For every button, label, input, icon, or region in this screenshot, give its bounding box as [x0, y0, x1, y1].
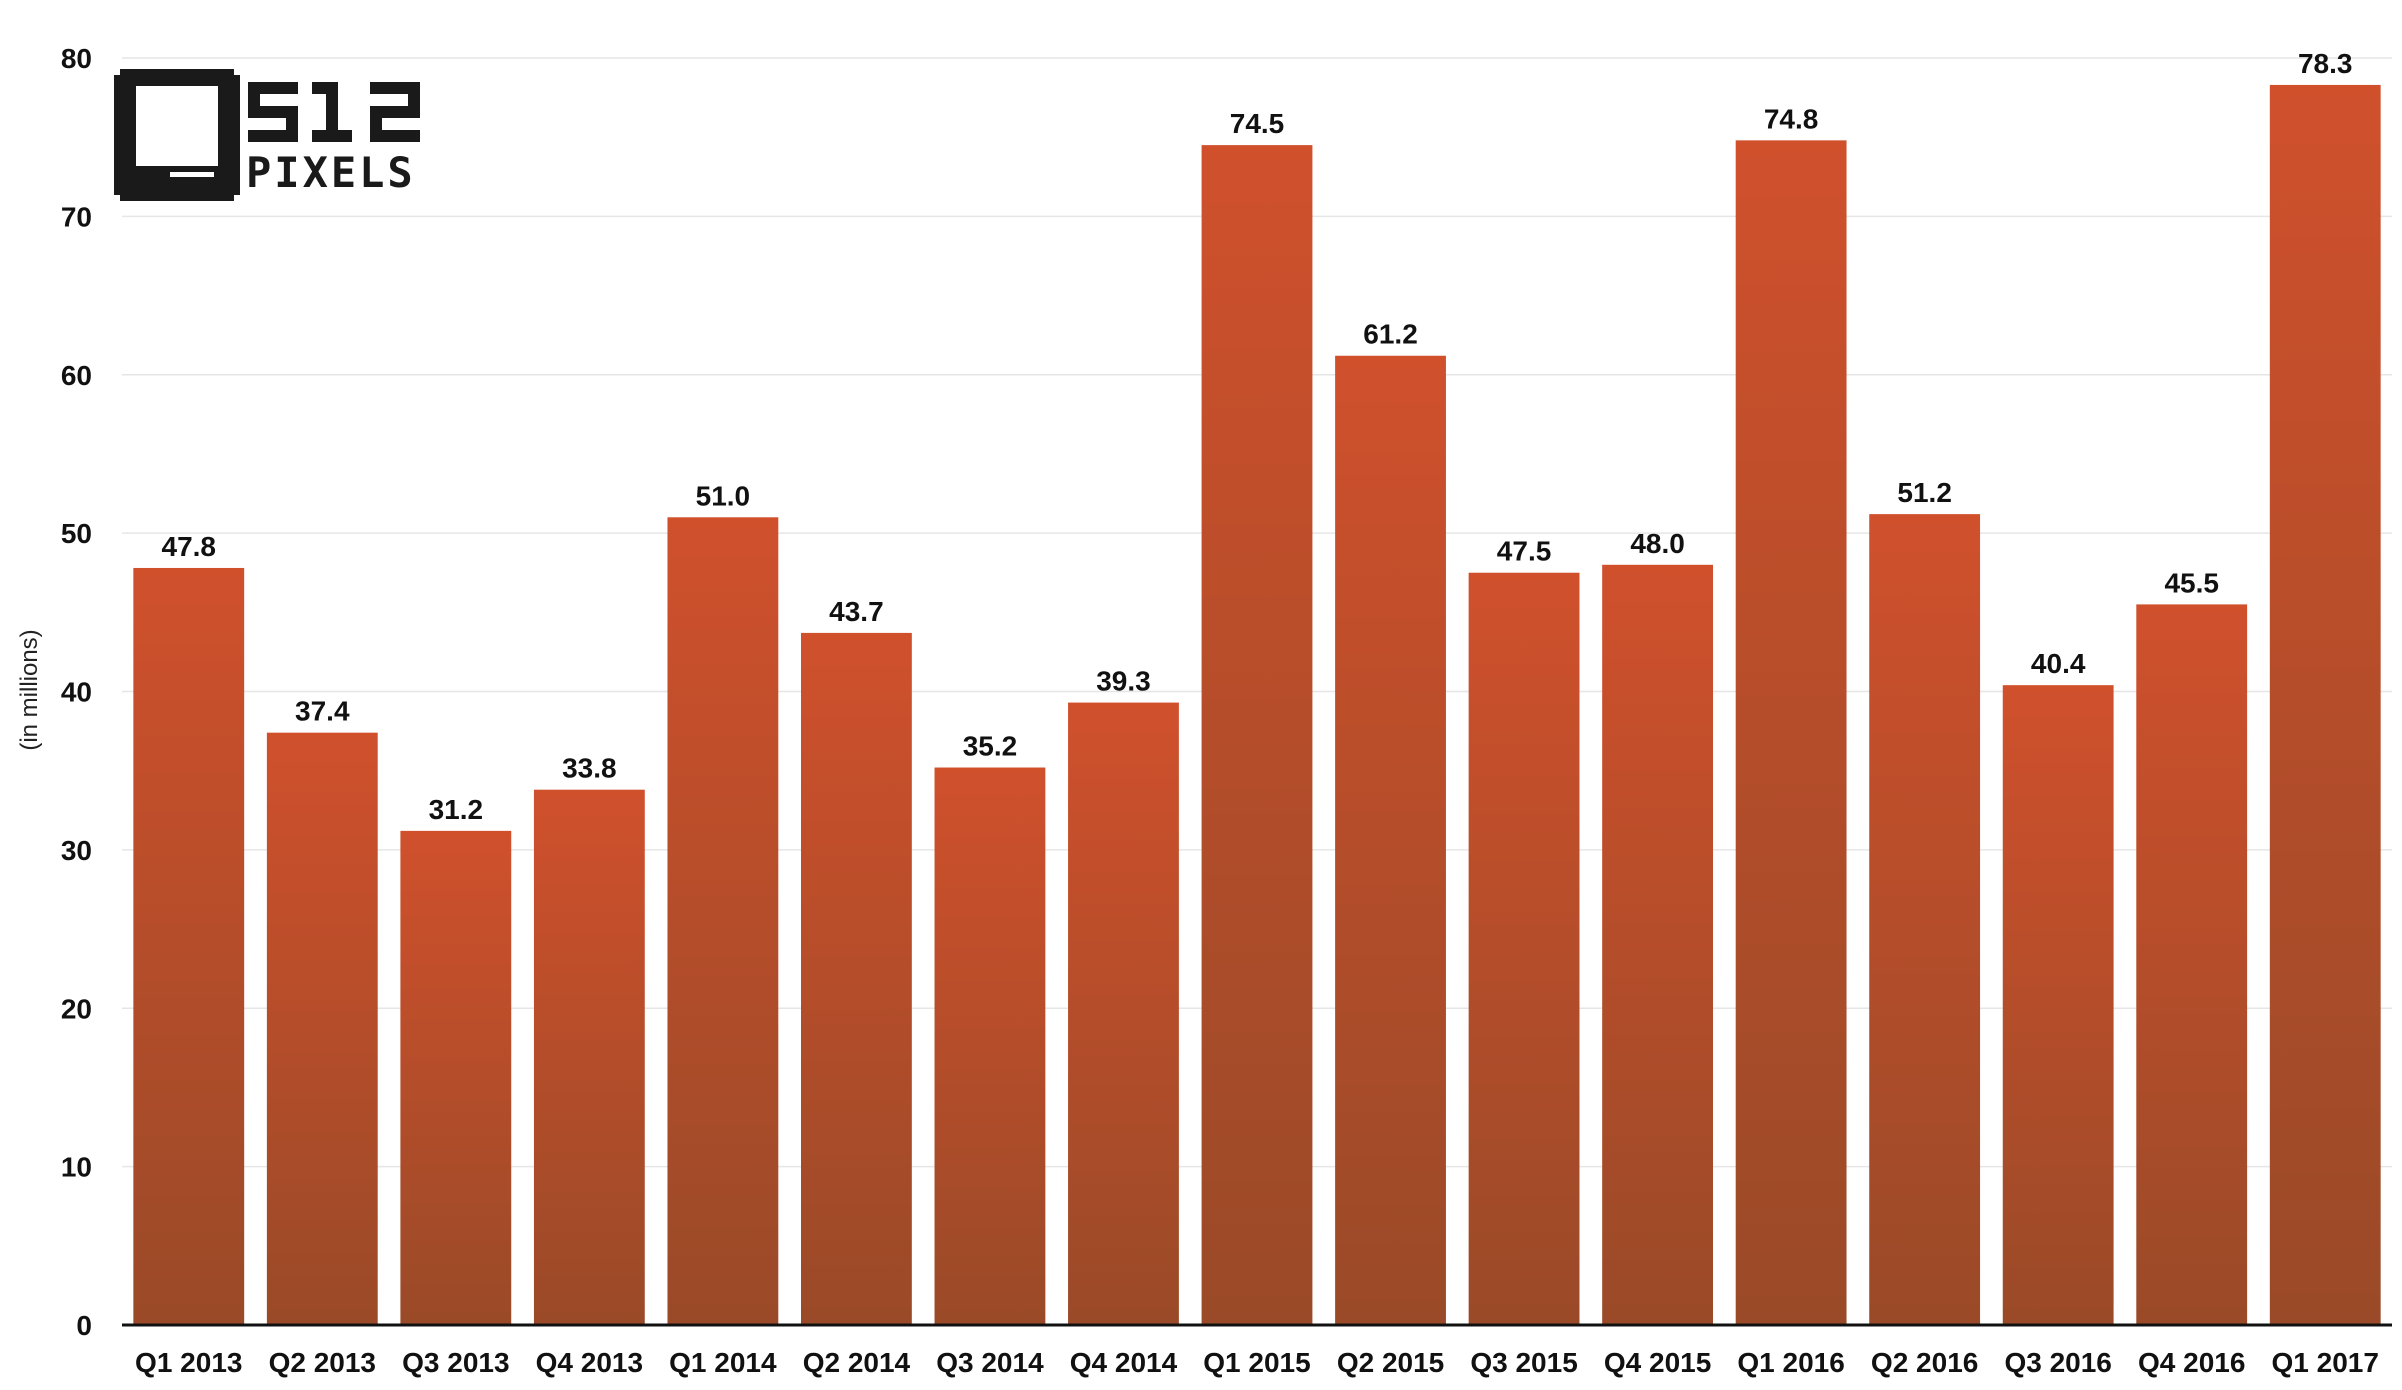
data-label: 35.2 [963, 731, 1018, 762]
x-tick-label: Q1 2017 [2272, 1347, 2379, 1378]
bar-q2-2016 [1869, 514, 1981, 1325]
data-labels: 47.8 37.4 31.2 33.8 51.0 43.7 35.2 39.3 74.5 61.2… [162, 48, 2353, 825]
data-label: 48.0 [1630, 528, 1685, 559]
y-tick-label: 50 [61, 518, 92, 549]
bar-q1-2013 [133, 567, 245, 1325]
y-tick-label: 0 [76, 1310, 92, 1341]
bar-q1-2014 [667, 517, 779, 1325]
bar-q1-2017 [2269, 84, 2381, 1326]
data-label: 47.8 [162, 531, 217, 562]
x-tick-label: Q3 2013 [402, 1347, 509, 1378]
bar-q3-2014 [934, 767, 1046, 1325]
y-tick-label: 60 [61, 360, 92, 391]
bar-q3-2013 [400, 830, 512, 1325]
y-tick-label: 40 [61, 677, 92, 708]
data-label: 40.4 [2031, 648, 2086, 679]
data-label: 37.4 [295, 696, 350, 727]
bar-q1-2015 [1201, 145, 1313, 1326]
y-axis: 0 10 20 30 40 50 60 70 80 [61, 43, 92, 1341]
data-label: 78.3 [2298, 48, 2353, 79]
bar-q2-2015 [1335, 355, 1446, 1325]
x-tick-label: Q4 2014 [1070, 1347, 1178, 1378]
y-tick-label: 70 [61, 201, 92, 232]
data-label: 51.0 [696, 480, 751, 511]
bar-q1-2016 [1735, 140, 1847, 1326]
y-tick-label: 20 [61, 993, 92, 1024]
bar-q4-2014 [1068, 702, 1179, 1325]
data-label: 74.8 [1764, 103, 1819, 134]
bar-q4-2016 [2136, 604, 2248, 1325]
512-pixels-logo: PIXELS [114, 69, 420, 201]
data-label: 31.2 [429, 794, 484, 825]
data-label: 39.3 [1096, 666, 1151, 697]
x-tick-label: Q2 2013 [269, 1347, 376, 1378]
x-tick-label: Q1 2015 [1203, 1347, 1310, 1378]
y-axis-title: (in millions) [16, 629, 43, 750]
bar-q4-2015 [1602, 564, 1714, 1325]
bar-q2-2013 [266, 732, 378, 1325]
x-tick-label: Q3 2015 [1470, 1347, 1577, 1378]
bar-q3-2015 [1468, 572, 1580, 1325]
x-tick-label: Q3 2014 [936, 1347, 1044, 1378]
x-tick-label: Q4 2016 [2138, 1347, 2245, 1378]
x-tick-label: Q4 2015 [1604, 1347, 1711, 1378]
x-tick-label: Q2 2014 [803, 1347, 911, 1378]
data-label: 43.7 [829, 596, 884, 627]
x-axis: Q1 2013 Q2 2013 Q3 2013 Q4 2013 Q1 2014 Q2 20… [122, 1323, 2392, 1378]
monitor-icon [114, 69, 240, 201]
x-tick-label: Q2 2015 [1337, 1347, 1444, 1378]
x-tick-label: Q2 2016 [1871, 1347, 1978, 1378]
data-label: 45.5 [2164, 567, 2219, 598]
y-tick-label: 10 [61, 1152, 92, 1183]
x-tick-label: Q3 2016 [2004, 1347, 2111, 1378]
bar-q3-2016 [2002, 685, 2114, 1325]
logo-wordmark: PIXELS [246, 148, 416, 197]
data-label: 33.8 [562, 753, 617, 784]
x-tick-label: Q1 2014 [669, 1347, 777, 1378]
bar-q4-2013 [533, 789, 645, 1325]
data-label: 74.5 [1230, 108, 1285, 139]
y-tick-label: 30 [61, 835, 92, 866]
x-tick-label: Q1 2016 [1737, 1347, 1844, 1378]
y-tick-label: 80 [61, 43, 92, 74]
data-label: 47.5 [1497, 536, 1552, 567]
logo-512-glyphs [248, 82, 420, 142]
data-label: 51.2 [1897, 477, 1952, 508]
x-tick-label: Q1 2013 [135, 1347, 242, 1378]
bar-q2-2014 [800, 632, 912, 1325]
data-label: 61.2 [1363, 319, 1418, 350]
x-tick-label: Q4 2013 [536, 1347, 643, 1378]
bars [133, 84, 2381, 1326]
